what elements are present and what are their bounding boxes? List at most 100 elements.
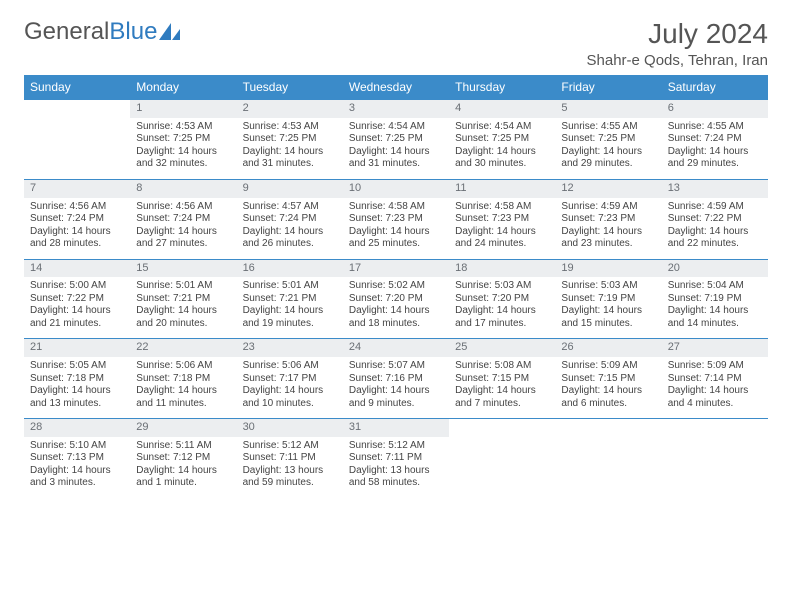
day-body: Sunrise: 5:02 AMSunset: 7:20 PMDaylight:…	[343, 277, 449, 338]
sunset-line: Sunset: 7:15 PM	[561, 373, 635, 384]
day-number: 25	[449, 339, 555, 357]
sunset-line: Sunset: 7:15 PM	[455, 373, 529, 384]
calendar-week-row: 28Sunrise: 5:10 AMSunset: 7:13 PMDayligh…	[24, 419, 768, 498]
daylight-line: Daylight: 14 hours and 18 minutes.	[349, 305, 430, 329]
calendar-day-cell: 20Sunrise: 5:04 AMSunset: 7:19 PMDayligh…	[662, 259, 768, 339]
calendar-day-cell: 1Sunrise: 4:53 AMSunset: 7:25 PMDaylight…	[130, 100, 236, 180]
calendar-day-cell: 29Sunrise: 5:11 AMSunset: 7:12 PMDayligh…	[130, 419, 236, 498]
day-body: Sunrise: 4:57 AMSunset: 7:24 PMDaylight:…	[237, 198, 343, 259]
daylight-line: Daylight: 13 hours and 58 minutes.	[349, 465, 430, 489]
day-body: Sunrise: 5:12 AMSunset: 7:11 PMDaylight:…	[237, 437, 343, 498]
day-number: 7	[24, 180, 130, 198]
sunset-line: Sunset: 7:23 PM	[455, 213, 529, 224]
sunset-line: Sunset: 7:19 PM	[561, 293, 635, 304]
day-number: 13	[662, 180, 768, 198]
sunrise-line: Sunrise: 5:08 AM	[455, 360, 531, 371]
logo-sail-icon	[159, 23, 181, 41]
sunset-line: Sunset: 7:23 PM	[561, 213, 635, 224]
day-body: Sunrise: 5:05 AMSunset: 7:18 PMDaylight:…	[24, 357, 130, 418]
calendar-day-cell: 28Sunrise: 5:10 AMSunset: 7:13 PMDayligh…	[24, 419, 130, 498]
weekday-header: Sunday	[24, 75, 130, 100]
day-body: Sunrise: 5:01 AMSunset: 7:21 PMDaylight:…	[130, 277, 236, 338]
day-body: Sunrise: 5:12 AMSunset: 7:11 PMDaylight:…	[343, 437, 449, 498]
sunrise-line: Sunrise: 4:58 AM	[455, 201, 531, 212]
day-body: Sunrise: 5:04 AMSunset: 7:19 PMDaylight:…	[662, 277, 768, 338]
calendar-day-cell: 26Sunrise: 5:09 AMSunset: 7:15 PMDayligh…	[555, 339, 661, 419]
calendar-day-cell: 31Sunrise: 5:12 AMSunset: 7:11 PMDayligh…	[343, 419, 449, 498]
sunrise-line: Sunrise: 5:11 AM	[136, 440, 211, 451]
sunset-line: Sunset: 7:12 PM	[136, 452, 210, 463]
daylight-line: Daylight: 14 hours and 23 minutes.	[561, 226, 642, 250]
weekday-header: Monday	[130, 75, 236, 100]
sunset-line: Sunset: 7:17 PM	[243, 373, 317, 384]
sunset-line: Sunset: 7:18 PM	[136, 373, 210, 384]
day-body: Sunrise: 4:54 AMSunset: 7:25 PMDaylight:…	[449, 118, 555, 179]
day-number: 18	[449, 260, 555, 278]
day-body: Sunrise: 5:00 AMSunset: 7:22 PMDaylight:…	[24, 277, 130, 338]
daylight-line: Daylight: 14 hours and 15 minutes.	[561, 305, 642, 329]
calendar-day-cell: 30Sunrise: 5:12 AMSunset: 7:11 PMDayligh…	[237, 419, 343, 498]
sunset-line: Sunset: 7:18 PM	[30, 373, 104, 384]
day-body: Sunrise: 5:01 AMSunset: 7:21 PMDaylight:…	[237, 277, 343, 338]
sunrise-line: Sunrise: 5:01 AM	[243, 280, 319, 291]
calendar-day-cell: 2Sunrise: 4:53 AMSunset: 7:25 PMDaylight…	[237, 100, 343, 180]
weekday-header-row: SundayMondayTuesdayWednesdayThursdayFrid…	[24, 75, 768, 100]
daylight-line: Daylight: 14 hours and 19 minutes.	[243, 305, 324, 329]
day-body: Sunrise: 5:07 AMSunset: 7:16 PMDaylight:…	[343, 357, 449, 418]
sunrise-line: Sunrise: 4:56 AM	[136, 201, 212, 212]
weekday-header: Thursday	[449, 75, 555, 100]
calendar-week-row: 14Sunrise: 5:00 AMSunset: 7:22 PMDayligh…	[24, 259, 768, 339]
sunset-line: Sunset: 7:13 PM	[30, 452, 104, 463]
sunrise-line: Sunrise: 4:54 AM	[455, 121, 531, 132]
sunset-line: Sunset: 7:16 PM	[349, 373, 423, 384]
sunset-line: Sunset: 7:23 PM	[349, 213, 423, 224]
sunrise-line: Sunrise: 4:58 AM	[349, 201, 425, 212]
sunset-line: Sunset: 7:19 PM	[668, 293, 742, 304]
calendar-day-cell: .	[449, 419, 555, 498]
calendar-day-cell: 3Sunrise: 4:54 AMSunset: 7:25 PMDaylight…	[343, 100, 449, 180]
day-number: 24	[343, 339, 449, 357]
day-number: 29	[130, 419, 236, 437]
calendar-day-cell: 19Sunrise: 5:03 AMSunset: 7:19 PMDayligh…	[555, 259, 661, 339]
sunrise-line: Sunrise: 5:06 AM	[136, 360, 212, 371]
daylight-line: Daylight: 14 hours and 14 minutes.	[668, 305, 749, 329]
day-number: 4	[449, 100, 555, 118]
day-number: 17	[343, 260, 449, 278]
calendar-day-cell: 9Sunrise: 4:57 AMSunset: 7:24 PMDaylight…	[237, 179, 343, 259]
daylight-line: Daylight: 14 hours and 20 minutes.	[136, 305, 217, 329]
day-number: 10	[343, 180, 449, 198]
sunrise-line: Sunrise: 4:55 AM	[668, 121, 744, 132]
sunset-line: Sunset: 7:22 PM	[30, 293, 104, 304]
daylight-line: Daylight: 14 hours and 27 minutes.	[136, 226, 217, 250]
daylight-line: Daylight: 14 hours and 9 minutes.	[349, 385, 430, 409]
sunrise-line: Sunrise: 4:57 AM	[243, 201, 319, 212]
day-number: 8	[130, 180, 236, 198]
calendar-day-cell: 5Sunrise: 4:55 AMSunset: 7:25 PMDaylight…	[555, 100, 661, 180]
daylight-line: Daylight: 14 hours and 28 minutes.	[30, 226, 111, 250]
sunset-line: Sunset: 7:21 PM	[136, 293, 210, 304]
daylight-line: Daylight: 14 hours and 29 minutes.	[668, 146, 749, 170]
sunrise-line: Sunrise: 4:53 AM	[136, 121, 212, 132]
day-body: Sunrise: 5:11 AMSunset: 7:12 PMDaylight:…	[130, 437, 236, 498]
sunrise-line: Sunrise: 5:06 AM	[243, 360, 319, 371]
calendar-day-cell: .	[24, 100, 130, 180]
logo-text-general: General	[24, 18, 109, 46]
daylight-line: Daylight: 14 hours and 17 minutes.	[455, 305, 536, 329]
sunset-line: Sunset: 7:14 PM	[668, 373, 742, 384]
day-number: 15	[130, 260, 236, 278]
sunrise-line: Sunrise: 5:12 AM	[243, 440, 319, 451]
day-body: Sunrise: 4:55 AMSunset: 7:24 PMDaylight:…	[662, 118, 768, 179]
daylight-line: Daylight: 14 hours and 29 minutes.	[561, 146, 642, 170]
sunrise-line: Sunrise: 5:00 AM	[30, 280, 106, 291]
calendar-day-cell: 25Sunrise: 5:08 AMSunset: 7:15 PMDayligh…	[449, 339, 555, 419]
sunset-line: Sunset: 7:24 PM	[136, 213, 210, 224]
day-number: 20	[662, 260, 768, 278]
logo-text-blue: Blue	[109, 18, 157, 46]
calendar-day-cell: .	[662, 419, 768, 498]
day-body: Sunrise: 5:09 AMSunset: 7:15 PMDaylight:…	[555, 357, 661, 418]
calendar-day-cell: .	[555, 419, 661, 498]
daylight-line: Daylight: 14 hours and 4 minutes.	[668, 385, 749, 409]
day-number: 28	[24, 419, 130, 437]
sunrise-line: Sunrise: 4:56 AM	[30, 201, 106, 212]
sunrise-line: Sunrise: 4:55 AM	[561, 121, 637, 132]
